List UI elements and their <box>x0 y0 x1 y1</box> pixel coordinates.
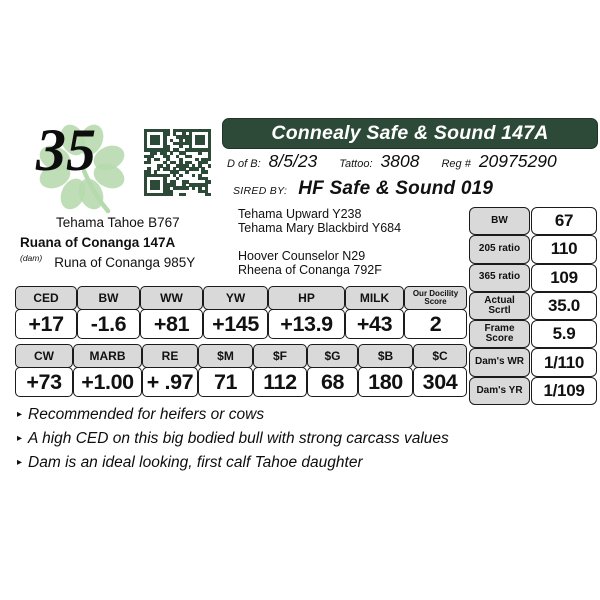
note-text: A high CED on this big bodied bull with … <box>28 430 449 447</box>
clover-icon <box>39 124 125 214</box>
pedigree-line: Hoover Counselor N29 <box>238 249 366 263</box>
reg-value: 20975290 <box>478 151 557 171</box>
epd-value: +13.9 <box>268 309 345 339</box>
stat-label: 205 ratio <box>469 235 530 264</box>
epd-value: 304 <box>413 367 467 397</box>
bullet-icon: ▸ <box>17 433 23 444</box>
epd-value: +17 <box>15 309 77 339</box>
note-text: Recommended for heifers or cows <box>28 406 265 423</box>
epd-value: +73 <box>15 367 73 397</box>
stat-label: 365 ratio <box>469 263 530 292</box>
epd-header: $B <box>358 344 413 368</box>
epd-header: HP <box>268 286 345 310</box>
tattoo-label: Tattoo: <box>339 158 373 170</box>
pedigree-extended: Tehama Upward Y238 Tehama Mary Blackbird… <box>238 207 401 277</box>
reg-label: Reg # <box>441 158 471 170</box>
stat-value: 1/109 <box>531 376 597 406</box>
epd-header: YW <box>203 286 268 310</box>
epd-header: $F <box>253 344 307 368</box>
epd-header: WW <box>140 286 203 310</box>
tattoo-value: 3808 <box>380 151 420 171</box>
qr-code <box>144 129 212 197</box>
epd-header: BW <box>77 286 140 310</box>
id-line: D of B: 8/5/23 Tattoo: 3808 Reg # 209752… <box>227 151 598 177</box>
dob-label: D of B: <box>227 158 261 170</box>
pedigree-left: Tehama Tahoe B767 Ruana of Conanga 147A … <box>20 215 225 270</box>
epd-header: CW <box>15 344 73 368</box>
epd-table-1: CED +17 BW -1.6 WW +81 YW +145 HP +13.9 MILK +… <box>15 286 467 339</box>
granddam-name: Runa of Conanga 985Y <box>54 255 196 270</box>
performance-stats-table: BW 205 ratio 365 ratio Actual Scrtl Fram… <box>469 207 597 406</box>
epd-value: +81 <box>140 309 203 339</box>
stat-label: Actual Scrtl <box>469 291 530 321</box>
epd-value: 71 <box>198 367 253 397</box>
epd-header: $M <box>198 344 253 368</box>
sire-name: HF Safe & Sound 019 <box>298 178 494 199</box>
epd-value: -1.6 <box>77 309 140 339</box>
stat-value: 1/110 <box>531 348 597 377</box>
note-line: ▸ Dam is an ideal looking, first calf Ta… <box>17 452 487 476</box>
epd-header: RE <box>142 344 198 368</box>
pedigree-line: Rheena of Conanga 792F <box>238 263 382 277</box>
epd-value: +43 <box>345 309 404 339</box>
sire-of-dam: Tehama Tahoe B767 <box>56 215 180 230</box>
bullet-icon: ▸ <box>17 457 23 468</box>
pedigree-line: Tehama Mary Blackbird Y684 <box>238 221 402 235</box>
animal-name: Connealy Safe & Sound 147A <box>271 122 549 144</box>
note-text: Dam is an ideal looking, first calf Taho… <box>28 454 363 471</box>
stats-value-column: 67 110 109 35.0 5.9 1/110 1/109 <box>531 207 597 406</box>
stat-label: Dam's WR <box>469 348 530 377</box>
dob-value: 8/5/23 <box>268 151 318 171</box>
dam-name: Ruana of Conanga 147A <box>20 235 176 250</box>
epd-table-2: CW +73 MARB +1.00 RE + .97 $M 71 $F 112 $G 68 … <box>15 344 467 397</box>
epd-header: MARB <box>73 344 142 368</box>
sired-by-label: SIRED BY: <box>233 185 288 197</box>
sale-notes: ▸ Recommended for heifers or cows ▸ A hi… <box>17 404 487 476</box>
stat-label: BW <box>469 207 530 236</box>
stat-value: 67 <box>531 207 597 236</box>
epd-header: CED <box>15 286 77 310</box>
epd-value: 68 <box>307 367 358 397</box>
epd-value: 2 <box>404 309 467 339</box>
epd-header: Our Docility Score <box>404 286 467 310</box>
stat-value: 5.9 <box>531 320 597 349</box>
stat-label: Frame Score <box>469 320 530 349</box>
epd-header: $G <box>307 344 358 368</box>
dob-pair: D of B: 8/5/23 <box>227 151 317 172</box>
bullet-icon: ▸ <box>17 409 23 420</box>
pedigree-line: Tehama Upward Y238 <box>238 207 362 221</box>
epd-header: MILK <box>345 286 404 310</box>
epd-value: 112 <box>253 367 307 397</box>
epd-value: + .97 <box>142 367 198 397</box>
dam-tag: (dam) <box>20 253 43 263</box>
epd-value: +1.00 <box>73 367 142 397</box>
lot-number: 35 <box>36 117 96 183</box>
animal-name-banner: Connealy Safe & Sound 147A <box>222 118 598 149</box>
epd-value: +145 <box>203 309 268 339</box>
epd-value: 180 <box>358 367 413 397</box>
stat-value: 110 <box>531 235 597 264</box>
stat-label: Dam's YR <box>469 376 530 406</box>
note-line: ▸ Recommended for heifers or cows <box>17 404 487 428</box>
stat-value: 109 <box>531 263 597 292</box>
stat-value: 35.0 <box>531 291 597 321</box>
sired-by-line: SIRED BY: HF Safe & Sound 019 <box>233 178 493 200</box>
tattoo-pair: Tattoo: 3808 <box>339 151 419 172</box>
note-line: ▸ A high CED on this big bodied bull wit… <box>17 428 487 452</box>
reg-pair: Reg # 20975290 <box>441 151 556 172</box>
stats-label-column: BW 205 ratio 365 ratio Actual Scrtl Fram… <box>469 207 530 406</box>
epd-header: $C <box>413 344 467 368</box>
